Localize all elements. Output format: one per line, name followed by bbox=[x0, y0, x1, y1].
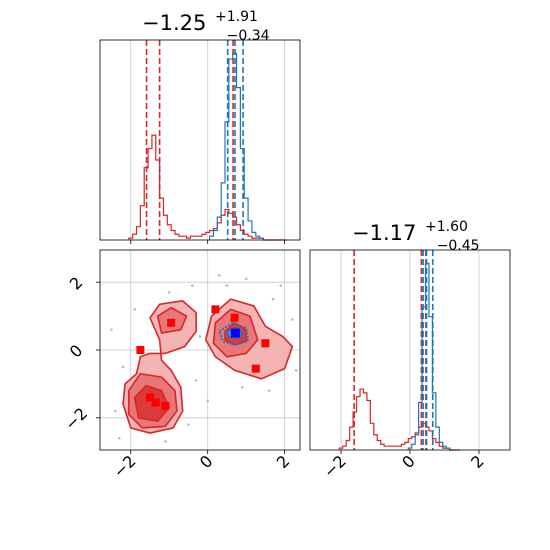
histogram-panel-top-left: −1.25 +1.91 −0.34 bbox=[99, 2, 301, 244]
histogram-step-line bbox=[407, 262, 454, 451]
scatter-point bbox=[191, 284, 194, 287]
red-square-marker bbox=[251, 364, 260, 373]
grid-lines bbox=[340, 250, 480, 450]
scatter-point bbox=[241, 385, 244, 389]
scatter-point bbox=[194, 379, 198, 382]
grid-lines bbox=[130, 40, 286, 240]
histogram-series bbox=[128, 40, 287, 241]
title-lower: −0.45 bbox=[437, 238, 480, 254]
histogram-panel-bottom-right: −2 0 2 −1.17 +1.60 −0.45 bbox=[309, 212, 511, 482]
y-tick-label: 2 bbox=[66, 273, 87, 294]
red-square-marker bbox=[261, 339, 270, 348]
title-upper: +1.60 bbox=[425, 219, 468, 235]
x-ticks: −2 0 2 bbox=[320, 450, 488, 482]
axes-frame bbox=[99, 39, 301, 241]
title-upper: +1.91 bbox=[215, 9, 258, 25]
scatter-point bbox=[267, 389, 271, 392]
red-square-marker bbox=[136, 346, 145, 354]
scatter-point bbox=[167, 291, 171, 294]
blue-contour-level-1 bbox=[218, 321, 250, 346]
scatter-point bbox=[133, 308, 136, 311]
histogram-step-line bbox=[209, 52, 265, 240]
axes-frame bbox=[99, 249, 301, 451]
red-square-marker bbox=[230, 313, 239, 322]
x-tick-label: −2 bbox=[109, 451, 139, 481]
x-tick-label: 2 bbox=[273, 451, 294, 472]
scatter-point bbox=[206, 399, 209, 403]
y-tick-label: −2 bbox=[61, 404, 91, 434]
x-ticks bbox=[130, 240, 286, 244]
contour-panel-bottom-left: −2 0 2 −2 0 2 bbox=[61, 249, 301, 482]
markers bbox=[136, 305, 270, 410]
title-value: −1.25 bbox=[142, 11, 206, 35]
red-square-marker bbox=[167, 318, 176, 327]
scatter-point bbox=[110, 328, 113, 331]
red-square-marker bbox=[161, 401, 170, 410]
x-tick-label: −2 bbox=[320, 451, 350, 481]
scatter-point bbox=[164, 440, 167, 443]
scatter-points bbox=[110, 274, 298, 443]
red-square-marker bbox=[146, 393, 154, 402]
histogram-step-line bbox=[338, 388, 460, 451]
scatter-point bbox=[271, 297, 275, 301]
red-square-marker bbox=[151, 398, 160, 407]
scatter-point bbox=[117, 436, 121, 440]
blue-square-marker bbox=[230, 328, 240, 338]
scatter-point bbox=[121, 365, 125, 369]
y-tick-label: 0 bbox=[66, 341, 87, 362]
scatter-point bbox=[217, 274, 221, 277]
axes-frame bbox=[309, 249, 511, 451]
x-tick-label: 0 bbox=[196, 451, 217, 472]
histogram-series bbox=[338, 250, 460, 451]
scatter-point bbox=[198, 335, 202, 338]
title-lower: −0.34 bbox=[227, 28, 270, 44]
panel-title: −1.17 +1.60 −0.45 bbox=[352, 212, 480, 254]
scatter-point bbox=[244, 277, 248, 281]
scatter-point bbox=[187, 423, 190, 426]
title-value: −1.17 bbox=[352, 221, 416, 245]
scatter-point bbox=[279, 284, 283, 287]
scatter-point bbox=[114, 409, 117, 413]
x-tick-label: 2 bbox=[467, 451, 488, 472]
panel-title: −1.25 +1.91 −0.34 bbox=[142, 2, 270, 44]
scatter-point bbox=[225, 284, 229, 287]
histogram-step-line bbox=[128, 134, 287, 241]
scatter-point bbox=[291, 318, 294, 321]
red-square-marker bbox=[211, 305, 220, 314]
x-tick-label: 0 bbox=[398, 451, 419, 472]
scatter-point bbox=[294, 369, 298, 372]
